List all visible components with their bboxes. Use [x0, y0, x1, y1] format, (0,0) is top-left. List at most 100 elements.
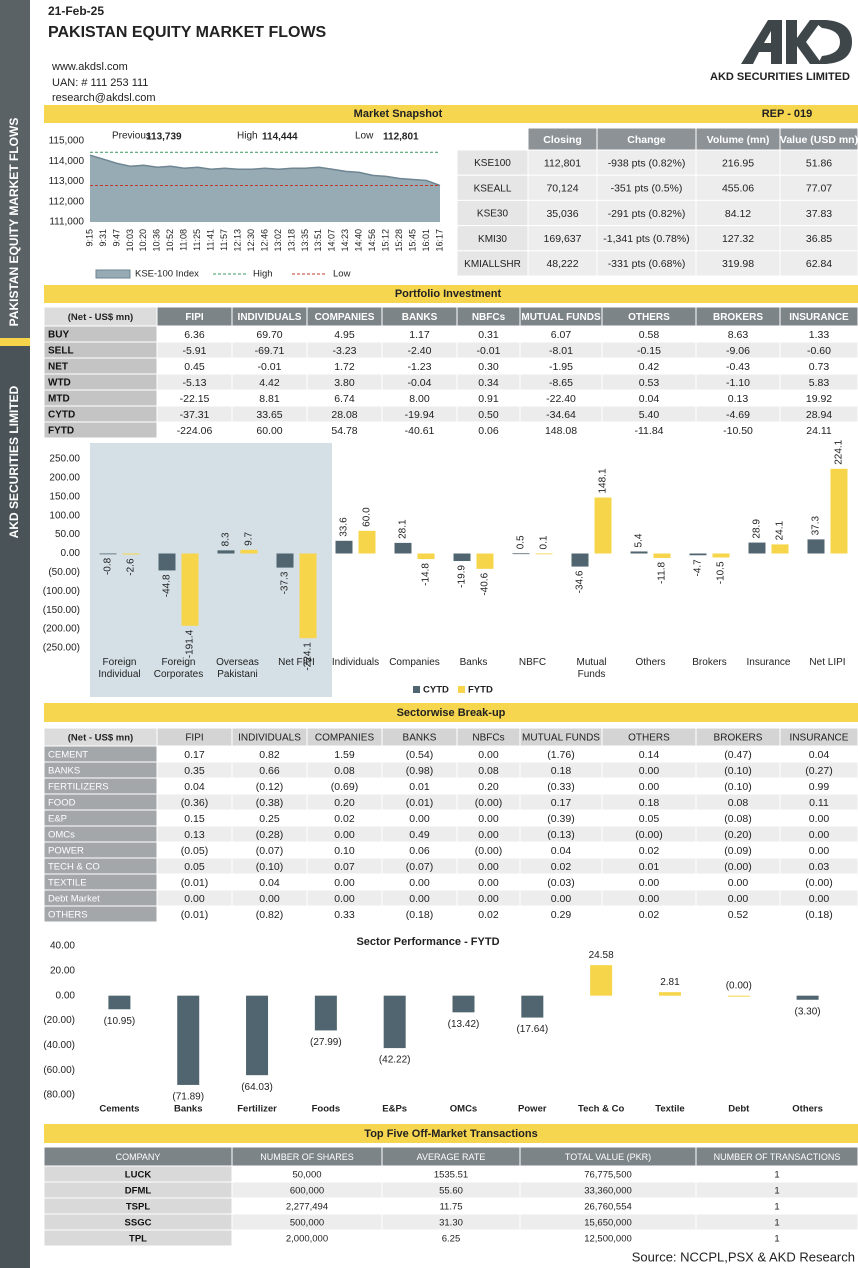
- bar: [476, 553, 494, 569]
- table-value: 0.00: [409, 893, 430, 905]
- table-value: 0.06: [409, 845, 430, 857]
- table-value: (0.07): [256, 845, 283, 857]
- table-value: -37.31: [180, 409, 210, 421]
- table-value: (0.18): [406, 909, 433, 921]
- table-value: -0.01: [477, 345, 501, 357]
- row-label: SELL: [48, 346, 74, 357]
- table-header: NBFCs: [472, 733, 504, 744]
- bar: [276, 553, 294, 568]
- table-value: -1.10: [726, 377, 750, 389]
- table-value: -22.15: [180, 393, 210, 405]
- table-value: -224.06: [177, 425, 213, 437]
- bar: [796, 995, 819, 1000]
- table-value: (0.47): [724, 749, 751, 761]
- table-header: OTHERS: [628, 312, 670, 323]
- table-cell: [596, 225, 697, 252]
- y-tick-label: (40.00): [43, 1040, 75, 1051]
- table-value: 0.91: [478, 393, 499, 405]
- bar: [158, 553, 176, 571]
- row-label: TECH & CO: [48, 862, 100, 873]
- x-tick-label: 15:12: [381, 229, 391, 252]
- row-label: BANKS: [48, 766, 80, 777]
- table-value: 28.94: [806, 409, 832, 421]
- bar: [122, 553, 140, 555]
- report-title: PAKISTAN EQUITY MARKET FLOWS: [48, 24, 327, 41]
- x-tick-label: Others: [792, 1104, 823, 1115]
- table-value: -5.91: [183, 345, 207, 357]
- table-value: -0.60: [807, 345, 831, 357]
- bar: [748, 542, 766, 554]
- table-header: MUTUAL FUNDS: [521, 312, 601, 323]
- table-value: 0.01: [409, 781, 430, 793]
- table-value: 0.00: [478, 893, 499, 905]
- table-value: 0.00: [809, 845, 830, 857]
- section-title: Sectorwise Break-up: [397, 707, 506, 719]
- table-header: INDIVIDUALS: [238, 733, 301, 744]
- table-value: 26,760,554: [584, 1202, 632, 1213]
- row-label: WTD: [48, 378, 71, 389]
- table-value: 0.01: [639, 861, 660, 873]
- value-label: (3.30): [795, 1006, 821, 1017]
- value-label: 0.1: [539, 535, 550, 549]
- table-value: -40.61: [405, 425, 435, 437]
- table-value: (0.20): [724, 829, 751, 841]
- table-cell: [779, 250, 858, 277]
- y-tick-label: 20.00: [50, 965, 75, 976]
- table-value: 0.03: [809, 861, 830, 873]
- bar: [217, 550, 235, 554]
- table-value: 76,775,500: [584, 1170, 632, 1181]
- value-label: -14.8: [421, 563, 432, 586]
- legend-swatch: [458, 686, 465, 693]
- x-tick-label: 11:41: [206, 229, 216, 251]
- value-label: -19.9: [457, 565, 468, 588]
- table-value: 6.74: [334, 393, 355, 405]
- table-value: 0.04: [259, 877, 280, 889]
- row-label: Debt Market: [48, 894, 100, 905]
- bar: [630, 551, 648, 554]
- table-header: INDIVIDUALS: [238, 312, 302, 323]
- bar: [771, 544, 789, 554]
- table-value: -938 pts (0.82%): [608, 157, 686, 169]
- value-label: 5.4: [634, 533, 645, 547]
- legend-label: CYTD: [423, 685, 449, 696]
- table-value: -0.43: [726, 361, 750, 373]
- table-value: 48,222: [546, 258, 578, 270]
- row-label: TPL: [129, 1234, 147, 1245]
- table-value: 0.04: [809, 749, 830, 761]
- row-label: FERTILIZERS: [48, 782, 109, 793]
- table-value: 0.00: [409, 877, 430, 889]
- table-value: -10.50: [723, 425, 753, 437]
- side-banner: [0, 346, 30, 1268]
- bar: [108, 995, 131, 1010]
- table-value: 37.83: [806, 208, 832, 220]
- table-value: 0.17: [551, 797, 572, 809]
- table-value: -19.94: [405, 409, 435, 421]
- table-value: 1: [774, 1218, 779, 1229]
- table-value: 60.00: [256, 425, 282, 437]
- table-value: (0.12): [256, 781, 283, 793]
- table-value: 77.07: [806, 183, 832, 195]
- value-label: (71.89): [172, 1092, 204, 1103]
- table-value: (0.28): [256, 829, 283, 841]
- table-value: 8.81: [259, 393, 280, 405]
- index-line: [89, 154, 441, 187]
- contact: www.akdsl.com: [51, 61, 128, 73]
- table-header: BROKERS: [713, 312, 763, 323]
- side-banner-accent: [0, 338, 30, 346]
- bar: [246, 995, 269, 1076]
- y-tick-label: 100.00: [49, 510, 80, 521]
- table-value: (0.27): [805, 765, 832, 777]
- stat-label: Low: [355, 131, 374, 142]
- value-label: -0.8: [103, 557, 114, 575]
- table-value: 0.00: [478, 749, 499, 761]
- table-value: 5.83: [809, 377, 830, 389]
- x-tick-label: Overseas Pakistani: [216, 657, 259, 680]
- y-tick-label: (250.00): [43, 643, 80, 654]
- table-value: 0.00: [728, 893, 749, 905]
- table-value: 0.99: [809, 781, 830, 793]
- table-value: (0.10): [256, 861, 283, 873]
- table-value: (0.01): [181, 909, 208, 921]
- table-value: 0.18: [639, 797, 660, 809]
- y-tick-label: 50.00: [55, 529, 80, 540]
- table-value: 1.72: [334, 361, 355, 373]
